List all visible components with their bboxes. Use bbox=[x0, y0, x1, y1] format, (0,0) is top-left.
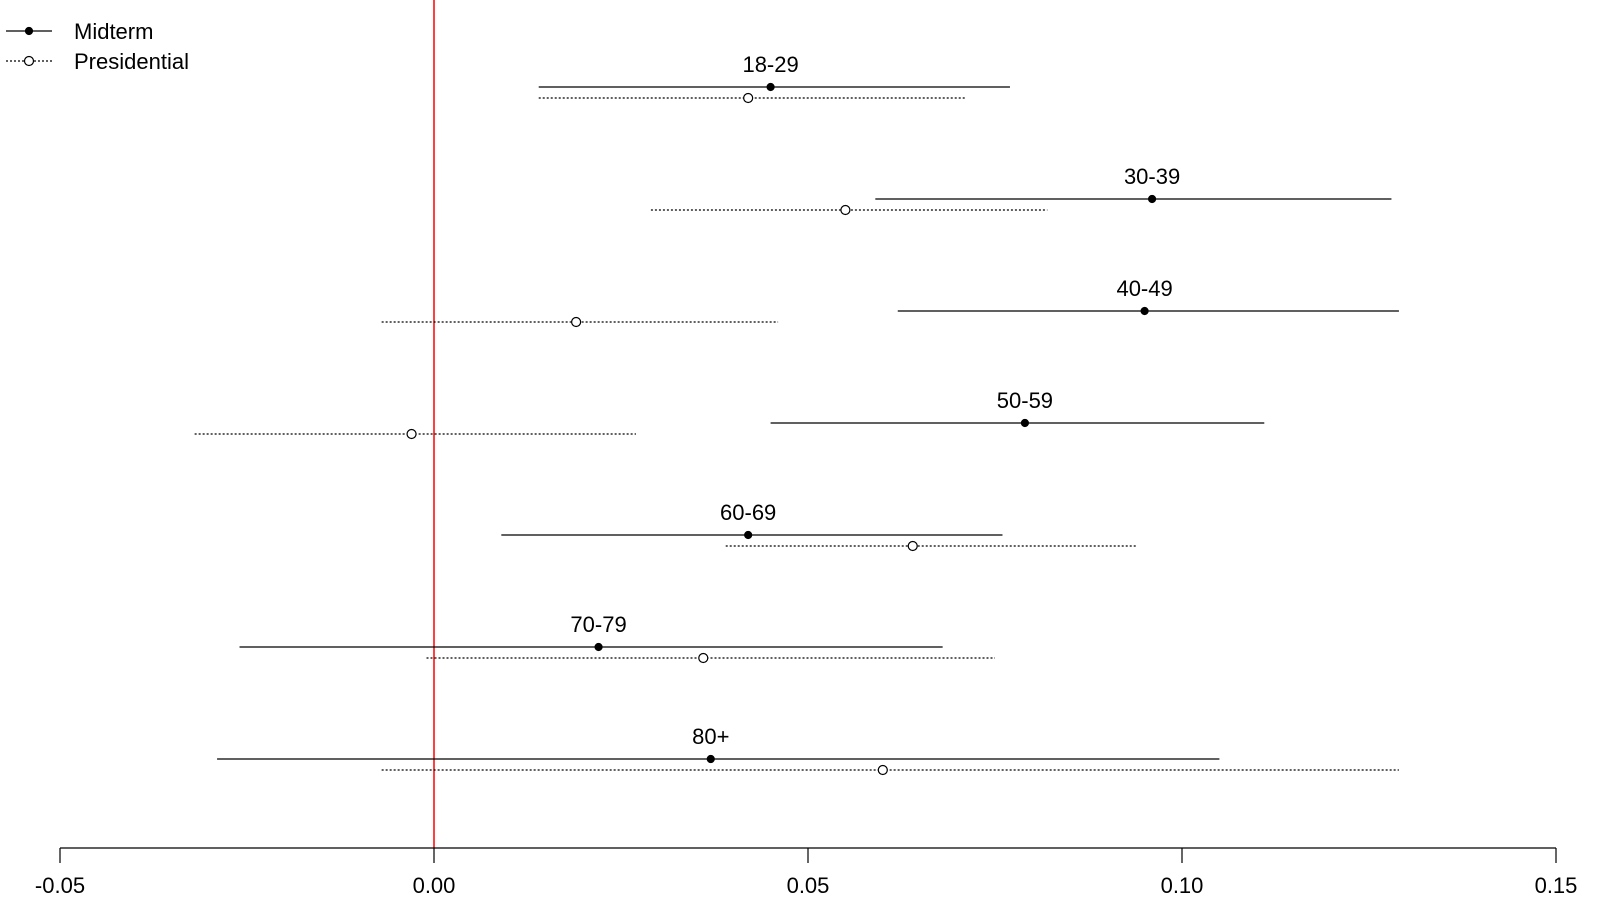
data-layer: 18-29 30-39 40-49 50-59 60-69 70-79 80+ bbox=[194, 52, 1399, 776]
presidential-point bbox=[907, 540, 918, 552]
x-axis: -0.05 0.00 0.05 0.10 0.15 bbox=[35, 847, 1578, 898]
midterm-point bbox=[766, 82, 775, 92]
presidential-point bbox=[406, 428, 417, 440]
midterm-point bbox=[1140, 306, 1149, 316]
x-tick-label: 0.10 bbox=[1161, 873, 1204, 898]
legend: Midterm Presidential bbox=[6, 19, 189, 74]
x-tick-label: -0.05 bbox=[35, 873, 85, 898]
x-tick-label: 0.00 bbox=[413, 873, 456, 898]
legend-marker-midterm bbox=[24, 26, 34, 36]
midterm-point bbox=[706, 754, 715, 764]
group-label: 50-59 bbox=[997, 388, 1053, 413]
group-label: 40-49 bbox=[1116, 276, 1172, 301]
midterm-point bbox=[1147, 194, 1157, 204]
presidential-point bbox=[877, 764, 888, 776]
presidential-point bbox=[840, 204, 851, 216]
x-tick-label: 0.15 bbox=[1535, 873, 1578, 898]
group-label: 60-69 bbox=[720, 500, 776, 525]
presidential-point bbox=[698, 652, 709, 664]
group-label: 80+ bbox=[692, 724, 729, 749]
x-tick-label: 0.05 bbox=[787, 873, 830, 898]
group-label: 30-39 bbox=[1124, 164, 1180, 189]
legend-marker-presidential bbox=[23, 55, 35, 67]
presidential-point bbox=[743, 92, 754, 104]
presidential-point bbox=[571, 316, 582, 328]
legend-label-midterm: Midterm bbox=[74, 19, 153, 44]
group-label: 18-29 bbox=[742, 52, 798, 77]
midterm-point bbox=[744, 530, 753, 540]
group-label: 70-79 bbox=[570, 612, 626, 637]
midterm-point bbox=[594, 642, 603, 652]
legend-label-presidential: Presidential bbox=[74, 49, 189, 74]
midterm-point bbox=[1020, 418, 1030, 428]
